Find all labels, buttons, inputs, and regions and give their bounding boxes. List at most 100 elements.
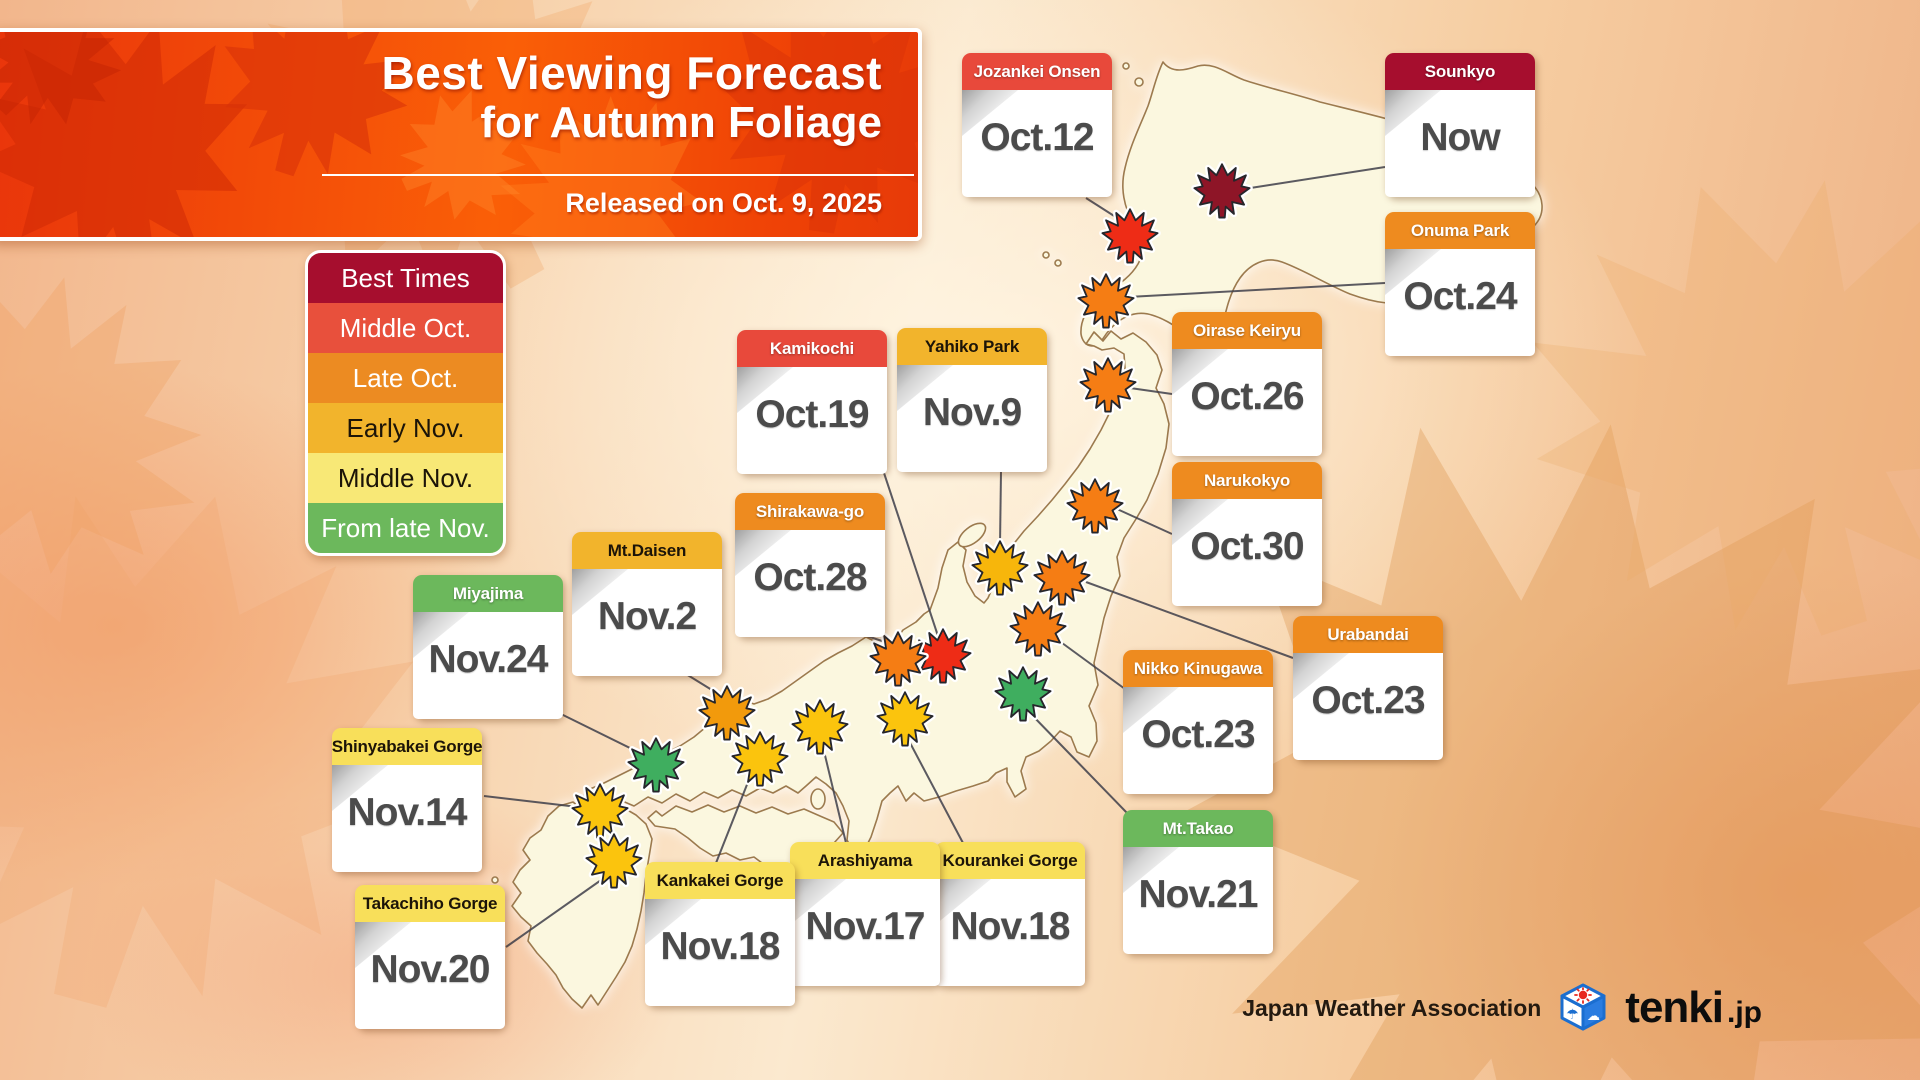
location-name: Shinyabakei Gorge bbox=[332, 728, 483, 765]
location-name: Arashiyama bbox=[790, 842, 940, 879]
tenki-jp-logo: ☂ ☁ bbox=[1557, 982, 1609, 1034]
connector-line-kankakei-gorge bbox=[715, 776, 751, 864]
location-name: Kamikochi bbox=[737, 330, 887, 367]
location-name: Yahiko Park bbox=[897, 328, 1047, 365]
attribution-text: Japan Weather Association bbox=[1242, 994, 1542, 1021]
forecast-card-mt-takao: Mt.Takao Nov.21 bbox=[1123, 810, 1273, 954]
card-body: Oct.19 bbox=[737, 367, 887, 474]
forecast-date: Oct.23 bbox=[1311, 679, 1425, 722]
legend-item-early-nov: Early Nov. bbox=[308, 403, 503, 453]
forecast-date: Nov.20 bbox=[370, 948, 491, 991]
location-name: Nikko Kinugawa bbox=[1123, 650, 1273, 687]
connector-line-kourankei-gorge bbox=[907, 738, 964, 844]
card-body: Nov.17 bbox=[790, 879, 940, 986]
card-body: Nov.2 bbox=[572, 569, 722, 676]
forecast-date: Oct.28 bbox=[753, 556, 867, 599]
location-name: Narukokyo bbox=[1172, 462, 1322, 499]
forecast-card-jozankei-onsen: Jozankei Onsen Oct.12 bbox=[962, 53, 1112, 197]
location-name: Onuma Park bbox=[1385, 212, 1535, 249]
sado-island bbox=[957, 522, 987, 548]
card-body: Nov.14 bbox=[332, 765, 482, 872]
forecast-date: Nov.17 bbox=[805, 905, 926, 948]
connector-line-narukokyo bbox=[1116, 508, 1173, 535]
cloud-icon: ☁ bbox=[1587, 1009, 1600, 1024]
forecast-card-arashiyama: Arashiyama Nov.17 bbox=[790, 842, 940, 986]
forecast-card-onuma-park: Onuma Park Oct.24 bbox=[1385, 212, 1535, 356]
connector-line-shinyabakei-gorge bbox=[483, 795, 579, 808]
location-name: Oirase Keiryu bbox=[1172, 312, 1322, 349]
umbrella-icon: ☂ bbox=[1567, 1007, 1580, 1023]
connector-lines bbox=[483, 166, 1386, 948]
forecast-card-takachiho-gorge: Takachiho Gorge Nov.20 bbox=[355, 885, 505, 1029]
forecast-card-kankakei-gorge: Kankakei Gorge Nov.18 bbox=[645, 862, 795, 1006]
forecast-card-urabandai: Urabandai Oct.23 bbox=[1293, 616, 1443, 760]
forecast-date: Nov.18 bbox=[660, 925, 781, 968]
small-island bbox=[1042, 251, 1050, 259]
connector-line-oirase-keiryu bbox=[1129, 387, 1173, 395]
forecast-card-kamikochi: Kamikochi Oct.19 bbox=[737, 330, 887, 474]
location-name: Kourankei Gorge bbox=[935, 842, 1085, 879]
forecast-date: Now bbox=[1420, 116, 1500, 159]
title-line-2: for Autumn Foliage bbox=[480, 97, 882, 147]
title-banner: Best Viewing Forecast for Autumn Foliage… bbox=[0, 28, 922, 241]
forecast-date: Nov.14 bbox=[347, 791, 468, 834]
location-name: Urabandai bbox=[1293, 616, 1443, 653]
sun-icon bbox=[1574, 987, 1593, 1004]
legend-item-best-times: Best Times bbox=[308, 253, 503, 303]
connector-line-takachiho-gorge bbox=[505, 877, 605, 948]
legend-item-middle-nov: Middle Nov. bbox=[308, 453, 503, 503]
forecast-date: Nov.2 bbox=[597, 595, 697, 638]
card-body: Nov.24 bbox=[413, 612, 563, 719]
forecast-date: Nov.18 bbox=[950, 905, 1071, 948]
card-body: Oct.26 bbox=[1172, 349, 1322, 456]
small-island bbox=[1054, 259, 1062, 267]
connector-line-onuma-park bbox=[1127, 282, 1386, 298]
forecast-date: Nov.9 bbox=[922, 391, 1022, 434]
title-line-1: Best Viewing Forecast bbox=[381, 47, 882, 99]
forecast-date: Oct.23 bbox=[1141, 713, 1255, 756]
location-name: Jozankei Onsen bbox=[962, 53, 1112, 90]
connector-line-nikko-kinugawa bbox=[1057, 639, 1126, 690]
forecast-card-narukokyo: Narukokyo Oct.30 bbox=[1172, 462, 1322, 606]
location-name: Kankakei Gorge bbox=[645, 862, 795, 899]
forecast-card-miyajima: Miyajima Nov.24 bbox=[413, 575, 563, 719]
forecast-date: Nov.21 bbox=[1138, 873, 1259, 916]
card-body: Oct.12 bbox=[962, 90, 1112, 197]
location-name: Miyajima bbox=[413, 575, 563, 612]
connector-line-yahiko-park bbox=[999, 470, 1002, 546]
connector-line-urabandai bbox=[1085, 581, 1294, 659]
logo-text: tenki bbox=[1625, 983, 1724, 1032]
forecast-card-nikko-kinugawa: Nikko Kinugawa Oct.23 bbox=[1123, 650, 1273, 794]
forecast-card-yahiko-park: Yahiko Park Nov.9 bbox=[897, 328, 1047, 472]
tenki-jp-wordmark: tenki .jp bbox=[1625, 983, 1762, 1033]
kyushu-island bbox=[511, 799, 653, 1009]
card-body: Oct.28 bbox=[735, 530, 885, 637]
season-legend: Best Times Middle Oct. Late Oct. Early N… bbox=[305, 250, 506, 556]
card-body: Oct.24 bbox=[1385, 249, 1535, 356]
weather-dice-icon: ☂ ☁ bbox=[1560, 983, 1606, 1031]
connector-line-sounkyo bbox=[1243, 166, 1386, 190]
small-island bbox=[1122, 62, 1130, 70]
location-name: Takachiho Gorge bbox=[355, 885, 505, 922]
card-body: Oct.30 bbox=[1172, 499, 1322, 606]
location-name: Mt.Takao bbox=[1123, 810, 1273, 847]
small-island bbox=[1134, 77, 1144, 87]
card-body: Oct.23 bbox=[1293, 653, 1443, 760]
card-body: Nov.20 bbox=[355, 922, 505, 1029]
connector-line-arashiyama bbox=[822, 746, 847, 844]
forecast-card-kourankei-gorge: Kourankei Gorge Nov.18 bbox=[935, 842, 1085, 986]
forecast-card-oirase-keiryu: Oirase Keiryu Oct.26 bbox=[1172, 312, 1322, 456]
legend-item-middle-oct: Middle Oct. bbox=[308, 303, 503, 353]
forecast-date: Oct.30 bbox=[1190, 525, 1304, 568]
location-name: Sounkyo bbox=[1385, 53, 1535, 90]
banner-divider bbox=[322, 174, 914, 176]
forecast-card-shirakawa-go: Shirakawa-go Oct.28 bbox=[735, 493, 885, 637]
location-name: Mt.Daisen bbox=[572, 532, 722, 569]
connector-line-mt-takao bbox=[1029, 712, 1129, 815]
card-body: Nov.18 bbox=[645, 899, 795, 1006]
card-body: Now bbox=[1385, 90, 1535, 197]
legend-item-from-late-nov: From late Nov. bbox=[308, 503, 503, 553]
goto-island bbox=[491, 876, 499, 884]
card-body: Nov.18 bbox=[935, 879, 1085, 986]
